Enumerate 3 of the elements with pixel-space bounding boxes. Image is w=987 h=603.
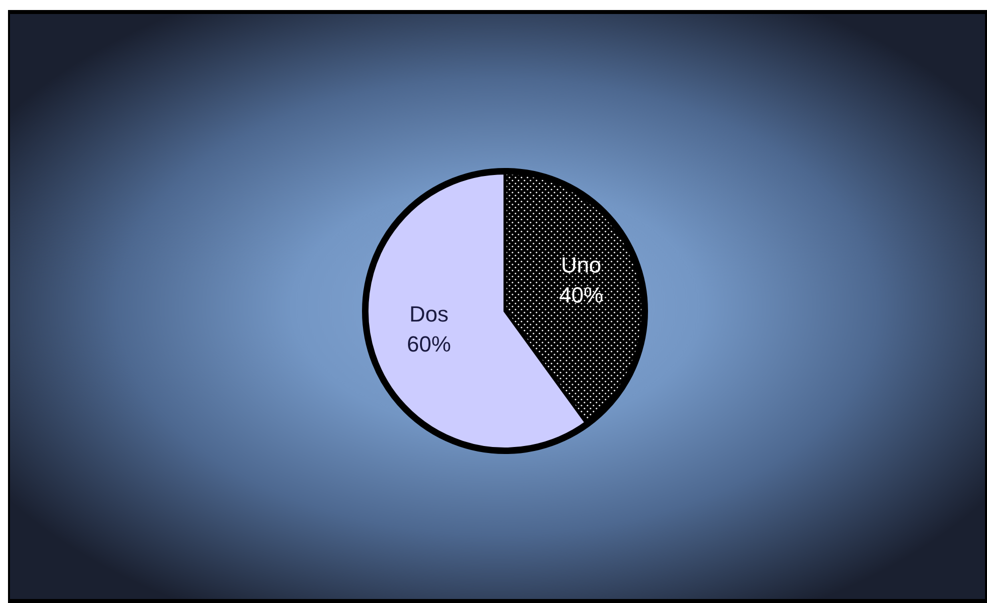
slice-label: Dos — [409, 302, 448, 327]
data-label: 40% — [559, 282, 604, 308]
data-label: 60% — [406, 332, 451, 357]
